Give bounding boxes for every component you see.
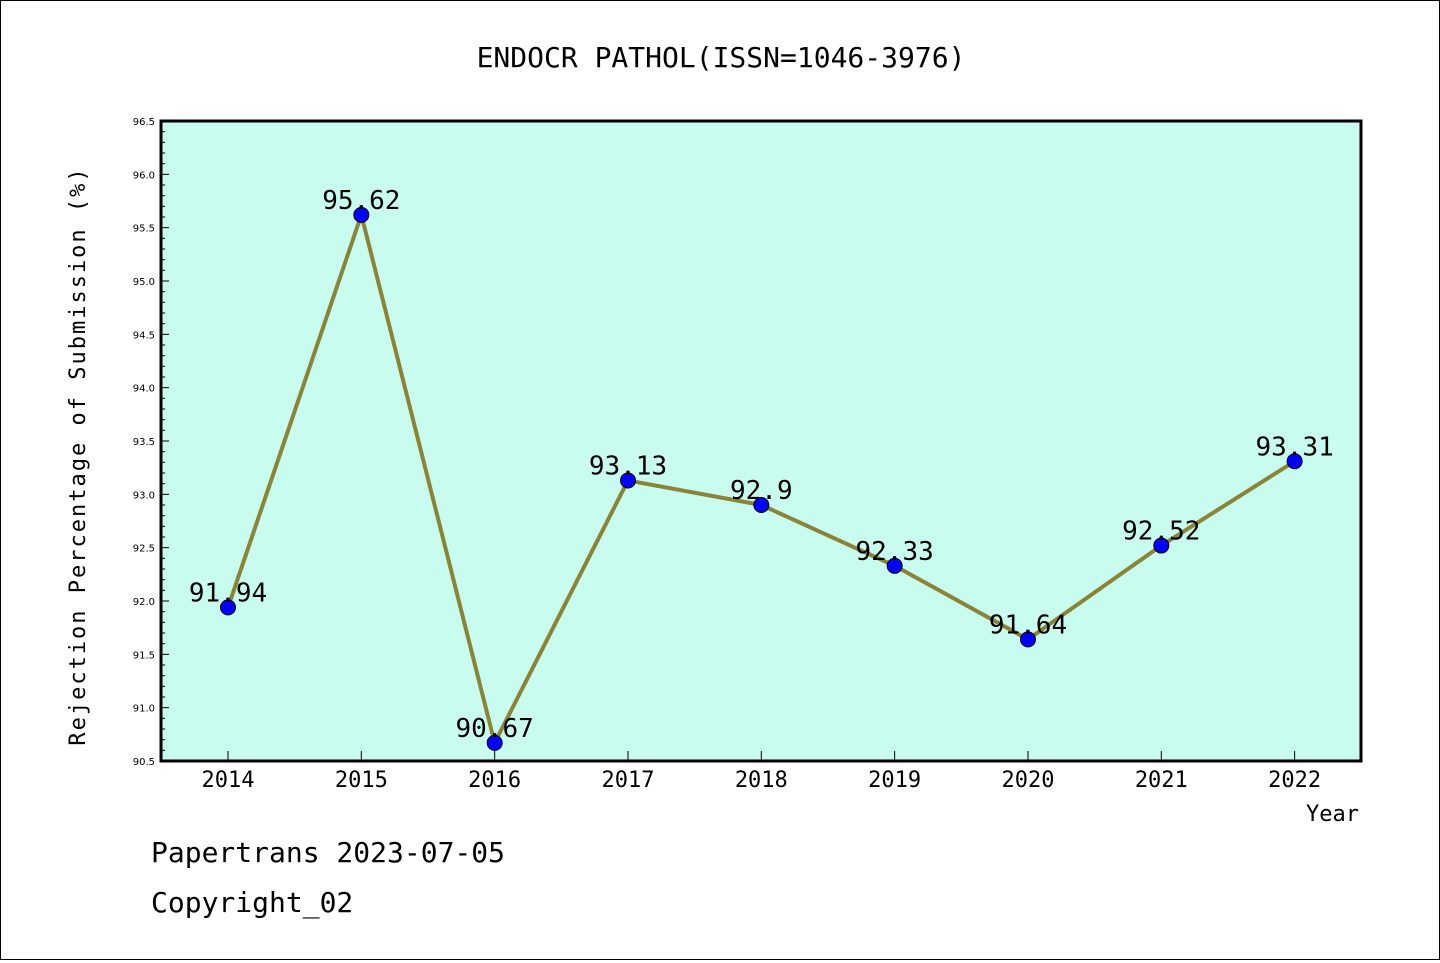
- data-label: 92.9: [730, 476, 793, 506]
- footer-date: Papertrans 2023-07-05: [151, 836, 506, 869]
- x-tick-label: 2022: [1268, 768, 1321, 793]
- x-tick-label: 2015: [335, 768, 388, 793]
- y-tick-label: 96.0: [133, 170, 155, 181]
- y-axis-label: Rejection Percentage of Submission (%): [66, 166, 91, 745]
- y-tick-label: 92.0: [133, 597, 155, 608]
- data-point: [753, 497, 770, 513]
- data-label: 90.67: [456, 714, 534, 744]
- y-tick-label: 96.5: [133, 117, 155, 128]
- x-axis-label: Year: [1306, 802, 1359, 827]
- y-tick-label: 91.5: [133, 650, 155, 661]
- y-tick-label: 93.0: [133, 490, 155, 501]
- data-point: [486, 734, 503, 751]
- data-label: 93.13: [589, 451, 667, 481]
- data-point: [353, 206, 370, 223]
- y-tick-label: 94.5: [133, 330, 155, 341]
- data-label: 91.64: [989, 610, 1067, 640]
- chart-title: ENDOCR PATHOL(ISSN=1046-3976): [477, 41, 966, 74]
- plot-area: [161, 121, 1361, 761]
- data-point: [220, 599, 236, 616]
- x-tick-label: 2019: [868, 768, 921, 793]
- y-tick-label: 95.0: [133, 277, 155, 288]
- y-tick-label: 92.5: [133, 544, 155, 555]
- footer-copyright: Copyright_02: [151, 886, 354, 919]
- x-tick-label: 2020: [1001, 768, 1054, 793]
- x-tick-label: 2018: [735, 768, 788, 793]
- y-tick-label: 94.0: [133, 384, 155, 395]
- y-tick-label: 90.5: [133, 757, 155, 768]
- x-tick-label: 2016: [468, 768, 521, 793]
- data-labels: 91.94 95.62 90.67 93.13 92.9 92.33 91.64 92.52 9…: [189, 186, 1334, 744]
- x-tick-label: 2017: [601, 768, 654, 793]
- data-label: 91.94: [189, 578, 267, 608]
- data-point: [1286, 453, 1303, 470]
- data-label: 92.52: [1122, 517, 1200, 547]
- data-point: [1019, 631, 1036, 648]
- data-point: [886, 557, 903, 574]
- y-tick-label: 91.0: [133, 704, 155, 715]
- x-axis: 2014 2015 2016 2017 2018 2019 2020 2021 2022: [202, 751, 1321, 793]
- data-label: 92.33: [856, 537, 934, 567]
- plot-border: [159, 119, 1363, 763]
- y-tick-label: 95.5: [133, 224, 155, 235]
- x-tick-label: 2021: [1135, 768, 1188, 793]
- data-markers: [220, 206, 1303, 751]
- data-label: 95.62: [322, 186, 400, 216]
- x-tick-label: 2014: [202, 768, 255, 793]
- y-tick-label: 93.5: [133, 437, 155, 448]
- data-point: [1153, 537, 1170, 554]
- data-label: 93.31: [1255, 432, 1333, 462]
- data-point: [619, 472, 636, 489]
